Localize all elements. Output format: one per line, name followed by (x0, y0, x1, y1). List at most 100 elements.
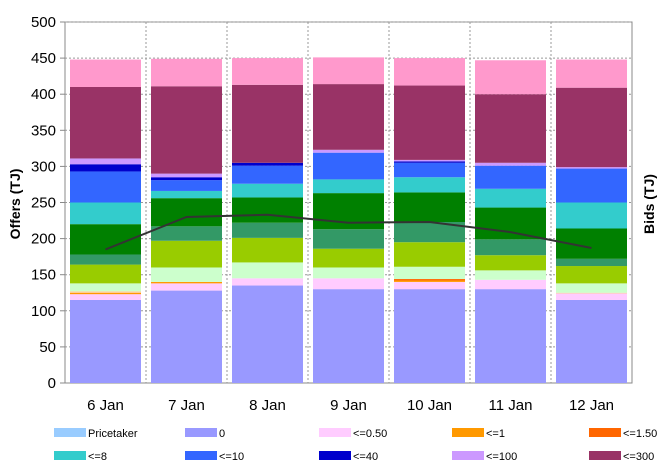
legend-label: <=300 (623, 451, 654, 463)
bar-segment (70, 283, 141, 292)
legend-swatch (319, 451, 351, 460)
bar-segment (232, 165, 303, 184)
bar-segment (313, 179, 384, 194)
bar-segment (475, 60, 546, 95)
x-tick-label: 8 Jan (249, 397, 286, 414)
legend-label: <=8 (88, 451, 107, 463)
bar-segment (394, 159, 465, 162)
bar-segment (151, 281, 222, 284)
bar-segment (394, 289, 465, 383)
y-tick-label: 350 (31, 122, 56, 139)
bar-segment (475, 94, 546, 163)
bar-segment (556, 283, 627, 293)
x-tick-label: 11 Jan (489, 397, 533, 414)
bar-segment (151, 180, 222, 191)
bar-segment (475, 279, 546, 290)
bar-segment (556, 167, 627, 169)
bar-segment (394, 162, 465, 178)
bar-segment (556, 299, 627, 383)
bar-segment (70, 299, 141, 383)
bar-segment (232, 84, 303, 163)
bar-segment (151, 267, 222, 282)
y-tick-label: 450 (31, 50, 56, 67)
legend-swatch (54, 451, 86, 460)
bar-segment (313, 289, 384, 383)
bar-segment (556, 293, 627, 300)
bar-segment (475, 289, 546, 383)
legend-swatch (452, 428, 484, 437)
bar-segment (475, 270, 546, 280)
bar-segment (313, 84, 384, 150)
bar-segment (556, 258, 627, 267)
bar-segment (313, 152, 384, 180)
bar-segment (151, 283, 222, 291)
bar-segment (70, 254, 141, 265)
legend-swatch (319, 428, 351, 437)
bar-segment (394, 279, 465, 281)
bar-segment (313, 278, 384, 290)
x-tick-label: 6 Jan (87, 397, 124, 414)
legend-label: <=0.50 (353, 428, 387, 440)
bar-segment (394, 266, 465, 280)
bar-segment (394, 221, 465, 243)
y2-axis-title: Bids (TJ) (641, 174, 657, 234)
y-tick-label: 200 (31, 231, 56, 248)
bar-segment (232, 278, 303, 286)
bar-segment (313, 267, 384, 279)
legend-swatch (589, 451, 621, 460)
legend-swatch (185, 451, 217, 460)
bar-segment (394, 161, 465, 163)
x-tick-label: 12 Jan (569, 397, 614, 414)
bar-segment (556, 202, 627, 229)
legend-label: 0 (219, 428, 225, 440)
bar-segment (313, 57, 384, 85)
y-tick-label: 250 (31, 195, 56, 212)
bar-segment (556, 292, 627, 294)
bar-segment (313, 193, 384, 230)
y-tick-label: 500 (31, 14, 56, 31)
bids-series-line (105, 213, 592, 251)
x-tick-label: 10 Jan (407, 397, 452, 414)
bar-segment (232, 285, 303, 383)
bar-segment (70, 202, 141, 225)
legend-swatch (54, 428, 86, 437)
bar-segment (556, 87, 627, 168)
legend-label: <=100 (486, 451, 517, 463)
legend-label: <=1.50 (623, 428, 657, 440)
y-axis-ticks: 0 50 100 150 200 250 300 350 400 450 500 (31, 14, 65, 392)
bar-segment (475, 239, 546, 256)
bar-segment (475, 255, 546, 271)
bar-segment (151, 190, 222, 199)
bar-segment (475, 165, 546, 189)
y-tick-label: 0 (48, 375, 56, 392)
bar-segment (313, 149, 384, 153)
legend-label: <=10 (219, 451, 244, 463)
bar-segment (232, 162, 303, 166)
legend-swatch (589, 428, 621, 437)
bar-segment (394, 242, 465, 267)
bar-segment (151, 177, 222, 181)
bids-line (105, 213, 592, 251)
y-tick-label: 400 (31, 86, 56, 103)
legend-label: Pricetaker (88, 428, 138, 440)
legend-label: <=1 (486, 428, 505, 440)
bar-segment (70, 291, 141, 293)
y-tick-label: 50 (39, 339, 56, 356)
bar-segment (232, 183, 303, 198)
bar-segment (151, 226, 222, 241)
bar-segment (151, 58, 222, 87)
bars (70, 57, 627, 383)
bar-segment (394, 177, 465, 193)
bar-segment (556, 266, 627, 284)
bar-segment (232, 58, 303, 85)
bar-segment (556, 168, 627, 203)
bar-segment (151, 290, 222, 383)
bar-segment (394, 85, 465, 160)
bar-segment (232, 237, 303, 263)
bar-segment (475, 162, 546, 166)
x-tick-label: 9 Jan (330, 397, 367, 414)
legend-swatch (185, 428, 217, 437)
bar-segment (394, 58, 465, 86)
bar-segment (313, 229, 384, 249)
